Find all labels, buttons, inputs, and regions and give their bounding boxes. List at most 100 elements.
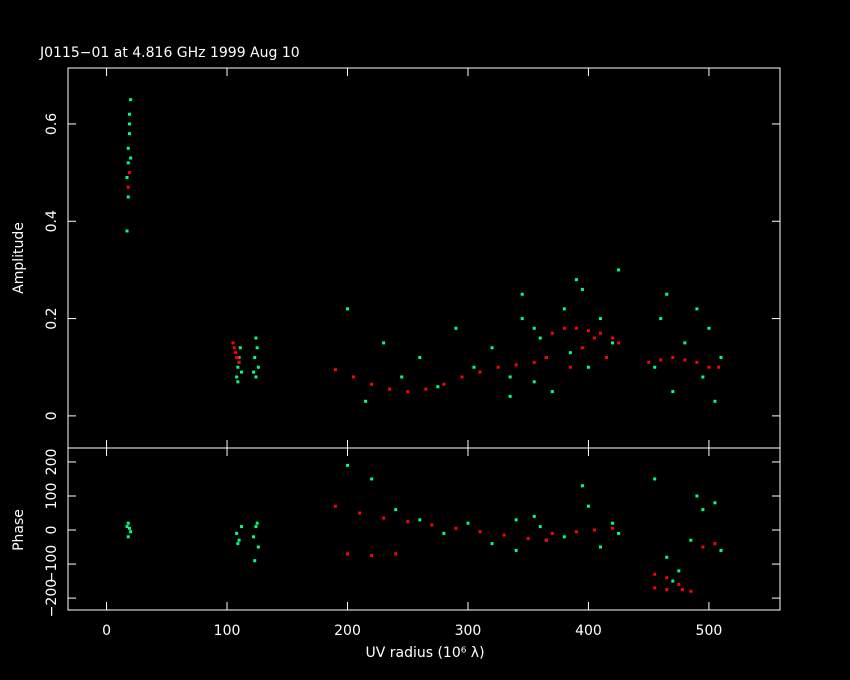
data-point — [689, 589, 693, 593]
data-point — [592, 528, 596, 532]
data-point — [592, 336, 596, 340]
data-point — [665, 576, 669, 580]
data-point — [562, 307, 566, 311]
y-tick-label: 0.4 — [44, 210, 60, 232]
y-tick-label: 0 — [44, 411, 60, 420]
data-point — [254, 336, 258, 340]
data-point — [126, 535, 130, 539]
y-axis-label: Phase — [11, 509, 27, 551]
data-point — [502, 533, 506, 537]
data-point — [126, 185, 130, 189]
data-point — [677, 582, 681, 586]
data-point — [442, 531, 446, 535]
data-point — [127, 112, 131, 116]
data-point — [532, 380, 536, 384]
data-point — [713, 501, 717, 505]
x-tick-label: 400 — [575, 623, 602, 639]
data-point — [611, 521, 615, 525]
data-point — [388, 387, 392, 391]
data-point — [514, 548, 518, 552]
data-point — [586, 365, 590, 369]
y-tick-label: 0.6 — [44, 113, 60, 135]
data-point — [532, 360, 536, 364]
data-point — [406, 390, 410, 394]
data-point — [382, 516, 386, 520]
data-point — [671, 390, 675, 394]
data-point — [532, 514, 536, 518]
data-point — [611, 336, 615, 340]
data-point — [454, 526, 458, 530]
data-point — [719, 356, 723, 360]
data-point — [514, 363, 518, 367]
x-axis-label: UV radius (10⁶ λ) — [365, 645, 484, 661]
data-point — [538, 336, 542, 340]
data-point — [370, 382, 374, 386]
data-point — [253, 356, 257, 360]
data-point — [617, 268, 621, 272]
data-point — [695, 494, 699, 498]
data-point — [713, 542, 717, 546]
data-point — [125, 175, 129, 179]
data-point — [665, 555, 669, 559]
data-point — [689, 538, 693, 542]
data-point — [586, 329, 590, 333]
data-point — [665, 292, 669, 296]
data-point — [598, 317, 602, 321]
data-point — [418, 518, 422, 522]
data-point — [254, 525, 258, 529]
data-point — [490, 542, 494, 546]
y-tick-label: 100 — [44, 483, 60, 510]
data-point — [232, 346, 236, 350]
data-point — [233, 351, 237, 355]
data-point — [701, 545, 705, 549]
y-tick-label: 200 — [44, 449, 60, 476]
data-point — [653, 365, 657, 369]
data-point — [126, 161, 130, 165]
data-point — [370, 554, 374, 558]
y-axis-label: Amplitude — [11, 222, 27, 294]
data-point — [454, 326, 458, 330]
plot-frame — [67, 447, 781, 611]
data-point — [574, 326, 578, 330]
data-point — [235, 375, 239, 379]
data-point — [478, 370, 482, 374]
data-point — [683, 341, 687, 345]
data-point — [430, 523, 434, 527]
data-point — [701, 375, 705, 379]
data-point — [236, 356, 240, 360]
data-point — [526, 537, 530, 541]
data-point — [496, 365, 500, 369]
data-point — [333, 368, 337, 372]
data-point — [574, 278, 578, 282]
chart-title: J0115−01 at 4.816 GHz 1999 Aug 10 — [39, 45, 300, 61]
data-point — [659, 317, 663, 321]
x-tick-label: 0 — [102, 623, 111, 639]
x-tick-label: 200 — [334, 623, 361, 639]
data-point — [659, 358, 663, 362]
data-point — [695, 307, 699, 311]
data-point — [127, 171, 131, 175]
data-point — [442, 382, 446, 386]
data-point — [550, 531, 554, 535]
data-point — [345, 552, 349, 556]
data-point — [255, 521, 259, 525]
data-point — [617, 531, 621, 535]
data-point — [254, 375, 258, 379]
data-point — [125, 525, 129, 529]
data-point — [236, 365, 240, 369]
data-point — [653, 477, 657, 481]
data-point — [490, 346, 494, 350]
y-tick-label: 0.2 — [44, 307, 60, 329]
data-point — [550, 390, 554, 394]
data-point — [707, 365, 711, 369]
data-point — [532, 326, 536, 330]
data-point — [231, 341, 235, 345]
data-point — [647, 360, 651, 364]
data-point — [394, 508, 398, 512]
data-point — [237, 538, 241, 542]
data-point — [364, 399, 368, 403]
data-point — [653, 586, 657, 590]
data-point — [683, 358, 687, 362]
data-point — [680, 588, 684, 592]
